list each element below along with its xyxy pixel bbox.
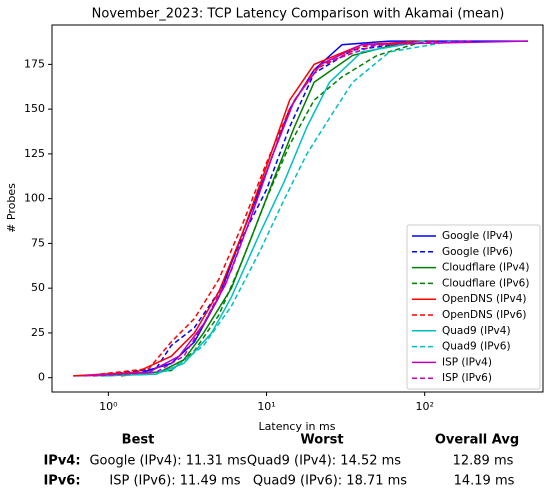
- legend-box: [406, 224, 541, 390]
- summary-row-label: IPv6:: [43, 474, 80, 489]
- summary-cell: ISP (IPv6): 11.49 ms: [109, 474, 240, 489]
- x-tick-label: 10⁰: [99, 400, 118, 413]
- x-axis-label: Latency in ms: [259, 420, 336, 433]
- summary: Best Worst Overall Avg IPv4: Google (IPv…: [43, 433, 519, 489]
- y-tick-label: 175: [24, 57, 45, 70]
- series-line: [101, 40, 410, 377]
- series-line: [93, 40, 425, 377]
- y-tick-label: 75: [31, 236, 45, 249]
- summary-cell: Quad9 (IPv4): 14.52 ms: [247, 454, 401, 469]
- legend-label: Quad9 (IPv4): [442, 325, 511, 337]
- y-tick-label: 50: [31, 281, 45, 294]
- summary-header: Worst: [300, 433, 343, 448]
- series-line: [120, 40, 425, 377]
- summary-header: Best: [122, 433, 155, 448]
- legend-label: Cloudflare (IPv6): [442, 277, 529, 289]
- x-tick-label: 10¹: [257, 400, 275, 413]
- series-line: [93, 40, 425, 377]
- summary-row-label: IPv4:: [43, 454, 80, 469]
- plot-frame: [51, 24, 544, 393]
- summary-cell: 12.89 ms: [453, 454, 514, 469]
- legend-label: OpenDNS (IPv6): [442, 309, 527, 321]
- summary-cell: 14.19 ms: [454, 474, 515, 489]
- chart-title: November_2023: TCP Latency Comparison wi…: [92, 7, 505, 22]
- legend-label: ISP (IPv6): [442, 372, 492, 384]
- series-line: [108, 40, 453, 377]
- summary-header: Overall Avg: [435, 433, 519, 448]
- legend-label: Google (IPv4): [442, 230, 513, 242]
- y-axis-label: # Probes: [5, 183, 18, 233]
- series-line: [73, 40, 528, 377]
- legend-label: OpenDNS (IPv4): [442, 293, 527, 305]
- y-tick-label: 125: [24, 147, 45, 160]
- legend-label: Quad9 (IPv6): [442, 341, 511, 353]
- y-tick-label: 100: [24, 192, 45, 205]
- legend-label: Cloudflare (IPv4): [442, 262, 529, 274]
- legend-label: Google (IPv6): [442, 246, 513, 258]
- series-line: [83, 40, 438, 377]
- summary-cell: Google (IPv4): 11.31 ms: [89, 454, 246, 469]
- legend-label: ISP (IPv4): [442, 356, 492, 368]
- y-tick-label: 0: [38, 371, 45, 384]
- series-line: [73, 40, 425, 377]
- summary-cell: Quad9 (IPv6): 18.71 ms: [253, 474, 407, 489]
- series-line: [93, 40, 473, 377]
- y-tick-label: 150: [24, 102, 45, 115]
- x-tick-label: 10²: [415, 400, 433, 413]
- y-tick-label: 25: [31, 326, 45, 339]
